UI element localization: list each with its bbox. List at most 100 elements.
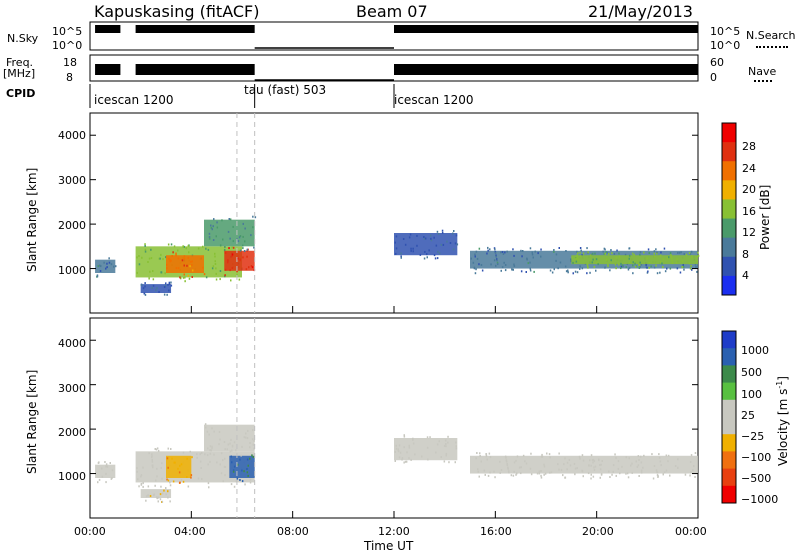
velocity-speck — [208, 486, 210, 489]
power-speck — [611, 252, 613, 255]
velocity-speck — [507, 466, 509, 469]
velocity-speck — [505, 456, 507, 459]
velocity-colorbar-swatch-2 — [722, 365, 736, 384]
power-speck — [410, 247, 412, 250]
power-speck — [162, 258, 164, 261]
velocity-speck — [487, 474, 490, 477]
velocity-speck — [658, 453, 660, 456]
freq-label: Freq. — [6, 56, 34, 69]
power-speck — [186, 264, 188, 267]
velocity-speck — [241, 480, 244, 483]
power-speck — [615, 267, 617, 270]
velocity-region-2 — [166, 455, 192, 478]
power-speck — [478, 247, 481, 250]
power-region-0 — [95, 259, 116, 273]
power-speck — [540, 255, 542, 258]
velocity-speck — [246, 458, 249, 461]
power-speck — [184, 276, 186, 279]
power-speck — [404, 243, 407, 246]
power-speck — [595, 258, 598, 261]
velocity-speck — [153, 494, 155, 497]
power-speck — [433, 254, 436, 257]
power-speck — [631, 252, 634, 255]
power-speck — [242, 222, 244, 225]
velocity-speck — [677, 467, 679, 469]
velocity-speck — [151, 455, 153, 458]
velocity-ytick-4000: 4000 — [58, 337, 86, 350]
nsearch-label: N.Search — [746, 29, 796, 42]
velocity-speck — [207, 482, 210, 485]
power-speck — [423, 236, 425, 238]
velocity-speck — [612, 464, 615, 467]
power-speck — [670, 254, 672, 256]
velocity-speck — [105, 465, 107, 468]
power-speck — [231, 253, 234, 256]
power-speck — [506, 250, 508, 253]
velocity-speck — [240, 454, 242, 457]
power-speck — [99, 270, 102, 272]
velocity-speck — [196, 453, 198, 456]
power-region-6 — [394, 233, 458, 256]
power-speck — [551, 271, 554, 274]
velocity-speck — [510, 474, 513, 477]
velocity-speck — [224, 474, 226, 477]
power-speck — [215, 272, 217, 275]
power-speck — [618, 263, 620, 266]
velocity-speck — [406, 451, 408, 454]
velocity-speck — [540, 474, 542, 477]
velocity-speck — [211, 447, 213, 450]
power-speck — [169, 259, 171, 262]
power-colorbar-swatch-4 — [722, 199, 736, 220]
colorbars — [721, 122, 737, 504]
power-speck — [513, 254, 515, 257]
velocity-speck — [667, 454, 670, 457]
power-speck — [144, 293, 147, 296]
power-speck — [628, 254, 631, 257]
power-speck — [671, 259, 673, 262]
power-speck — [149, 270, 151, 273]
power-speck — [437, 233, 440, 235]
power-speck — [476, 257, 479, 260]
power-speck — [586, 247, 588, 250]
power-speck — [182, 245, 184, 248]
power-speck — [100, 265, 102, 268]
velocity-speck — [182, 480, 185, 483]
power-speck — [503, 261, 505, 264]
velocity-speck — [227, 443, 230, 446]
power-speck — [183, 255, 186, 258]
velocity-speck — [569, 464, 572, 467]
velocity-speck — [507, 467, 509, 470]
velocity-speck — [252, 429, 254, 432]
power-speck — [416, 234, 418, 237]
velocity-speck — [566, 461, 569, 464]
power-speck — [639, 253, 641, 256]
velocity-speck — [590, 464, 592, 467]
velocity-speck — [665, 469, 668, 472]
power-speck — [160, 253, 162, 256]
velocity-speck — [167, 490, 169, 493]
power-speck — [449, 242, 452, 244]
velocity-speck — [156, 467, 158, 470]
power-speck — [189, 265, 191, 268]
velocity-speck — [152, 466, 154, 469]
power-speck — [144, 245, 146, 247]
power-speck — [424, 250, 426, 253]
power-speck — [662, 258, 665, 261]
nsky-trace-2 — [394, 25, 698, 33]
power-speck — [231, 246, 233, 249]
velocity-speck — [438, 440, 440, 443]
power-speck — [239, 259, 241, 262]
power-speck — [239, 249, 242, 252]
velocity-speck — [408, 446, 411, 449]
velocity-speck — [223, 465, 226, 468]
velocity-speck — [581, 454, 584, 457]
power-speck — [426, 256, 428, 259]
power-speck — [168, 281, 171, 284]
velocity-speck — [156, 475, 158, 478]
velocity-speck — [562, 474, 564, 477]
velocity-ytick-2000: 2000 — [58, 426, 86, 439]
velocity-speck — [582, 459, 585, 462]
power-speck — [110, 263, 113, 266]
velocity-speck — [614, 453, 616, 456]
velocity-speck — [196, 456, 198, 459]
